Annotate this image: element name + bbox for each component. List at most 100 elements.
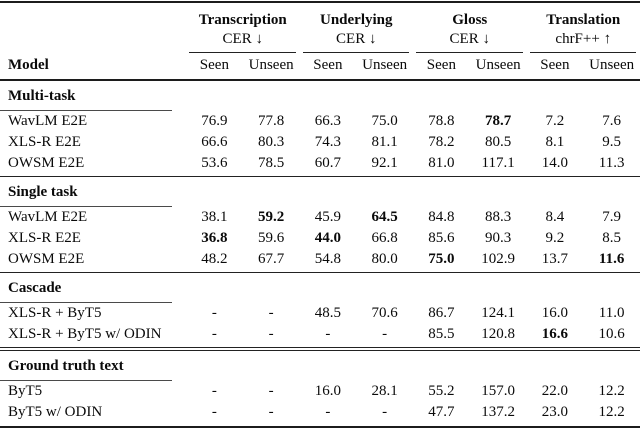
value-cell: 137.2 (470, 402, 527, 423)
value-cell: 48.2 (186, 249, 243, 270)
section-label: Single task (0, 182, 172, 207)
group-title-transcription: Transcription (186, 3, 300, 30)
value-cell: 16.0 (300, 381, 357, 402)
value-cell: 120.8 (470, 324, 527, 345)
value-cell: 22.0 (527, 381, 584, 402)
cmidrule (186, 49, 300, 53)
value-cell: 36.8 (186, 228, 243, 249)
value-cell: 13.7 (527, 249, 584, 270)
section-heading: Ground truth text (0, 351, 640, 381)
value-cell: 11.3 (583, 153, 640, 174)
section-label: Cascade (0, 278, 172, 303)
value-cell: 77.8 (243, 111, 300, 132)
value-cell: 78.8 (413, 111, 470, 132)
value-cell: 64.5 (356, 207, 413, 228)
header-spacer (0, 30, 186, 49)
value-cell: - (243, 303, 300, 324)
header-spacer (0, 49, 186, 53)
section-label: Ground truth text (0, 356, 172, 381)
model-name: WavLM E2E (0, 207, 186, 228)
model-name: XLS-R E2E (0, 228, 186, 249)
value-cell: 7.2 (527, 111, 584, 132)
value-cell: 7.6 (583, 111, 640, 132)
subcolumn-header: Unseen (583, 57, 640, 74)
value-cell: 14.0 (527, 153, 584, 174)
value-cell: 59.6 (243, 228, 300, 249)
value-cell: 53.6 (186, 153, 243, 174)
value-cell: 45.9 (300, 207, 357, 228)
group-metric-underlying: CER ↓ (300, 30, 414, 49)
value-cell: 28.1 (356, 381, 413, 402)
header-cmidrules (0, 49, 640, 53)
value-cell: - (243, 402, 300, 423)
value-cell: 117.1 (470, 153, 527, 174)
value-cell: 85.6 (413, 228, 470, 249)
value-cell: 81.1 (356, 132, 413, 153)
header-group-titles: Transcription Underlying Gloss Translati… (0, 3, 640, 30)
value-cell: 78.2 (413, 132, 470, 153)
value-cell: 12.2 (583, 402, 640, 423)
value-cell: - (186, 324, 243, 345)
model-name: WavLM E2E (0, 111, 186, 132)
value-cell: 80.0 (356, 249, 413, 270)
subcolumn-header: Seen (186, 57, 243, 74)
value-cell: - (243, 324, 300, 345)
group-title-gloss: Gloss (413, 3, 527, 30)
value-cell: 88.3 (470, 207, 527, 228)
value-cell: 8.1 (527, 132, 584, 153)
group-metric-translation: chrF++ ↑ (527, 30, 640, 49)
value-cell: 86.7 (413, 303, 470, 324)
value-cell: 10.6 (583, 324, 640, 345)
value-cell: 9.5 (583, 132, 640, 153)
subcolumn-header: Unseen (470, 57, 527, 74)
value-cell: - (186, 303, 243, 324)
value-cell: 74.3 (300, 132, 357, 153)
subcolumn-header: Unseen (243, 57, 300, 74)
model-name: ByT5 (0, 381, 186, 402)
section-label: Multi-task (0, 86, 172, 111)
value-cell: 157.0 (470, 381, 527, 402)
cmidrule (300, 49, 414, 53)
value-cell: 11.0 (583, 303, 640, 324)
model-name: OWSM E2E (0, 249, 186, 270)
header-spacer (0, 3, 186, 30)
value-cell: 76.9 (186, 111, 243, 132)
value-cell: 75.0 (413, 249, 470, 270)
header-group-metrics: CER ↓ CER ↓ CER ↓ chrF++ ↑ (0, 30, 640, 49)
value-cell: 67.7 (243, 249, 300, 270)
value-cell: 11.6 (583, 249, 640, 270)
value-cell: - (300, 324, 357, 345)
value-cell: 12.2 (583, 381, 640, 402)
value-cell: 124.1 (470, 303, 527, 324)
value-cell: 38.1 (186, 207, 243, 228)
group-title-translation: Translation (527, 3, 640, 30)
section-heading: Single task (0, 177, 640, 207)
value-cell: 75.0 (356, 111, 413, 132)
value-cell: 8.4 (527, 207, 584, 228)
cmidrule (527, 49, 640, 53)
value-cell: - (300, 402, 357, 423)
value-cell: - (243, 381, 300, 402)
section-heading: Cascade (0, 273, 640, 303)
value-cell: 80.3 (243, 132, 300, 153)
value-cell: 70.6 (356, 303, 413, 324)
value-cell: 90.3 (470, 228, 527, 249)
value-cell: 102.9 (470, 249, 527, 270)
value-cell: 7.9 (583, 207, 640, 228)
value-cell: 84.8 (413, 207, 470, 228)
value-cell: 78.7 (470, 111, 527, 132)
value-cell: 78.5 (243, 153, 300, 174)
value-cell: - (356, 324, 413, 345)
value-cell: - (186, 381, 243, 402)
cmidrule (413, 49, 527, 53)
section-heading: Multi-task (0, 81, 640, 111)
